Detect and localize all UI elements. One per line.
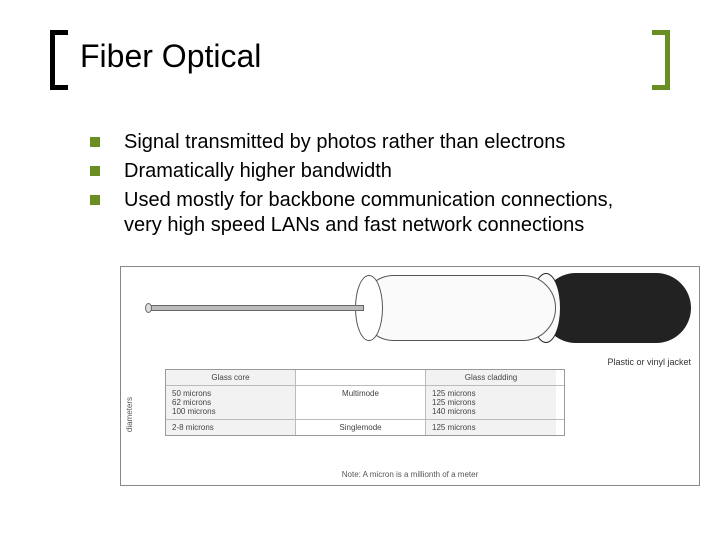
list-item: Dramatically higher bandwidth: [90, 159, 650, 184]
title-bracket-left: [50, 30, 68, 90]
table-cell: 50 microns 62 microns 100 microns: [166, 386, 296, 419]
list-item: Signal transmitted by photos rather than…: [90, 130, 650, 155]
table-cell: Multimode: [296, 386, 426, 419]
square-bullet-icon: [90, 166, 100, 176]
bullet-text: Dramatically higher bandwidth: [124, 159, 392, 184]
bullet-text: Signal transmitted by photos rather than…: [124, 130, 565, 155]
table-cell: Singlemode: [296, 420, 426, 435]
table-header-left: Glass core: [166, 370, 296, 385]
diagram-note: Note: A micron is a millionth of a meter: [121, 470, 699, 479]
table-row: 2-8 microns Singlemode 125 microns: [166, 419, 564, 435]
table-row: 50 microns 62 microns 100 microns Multim…: [166, 385, 564, 419]
slide: Fiber Optical Signal transmitted by phot…: [0, 0, 720, 540]
title-bracket-right: [652, 30, 670, 90]
table-cell: 125 microns 125 microns 140 microns: [426, 386, 556, 419]
jacket-label: Plastic or vinyl jacket: [607, 357, 691, 367]
bullet-text: Used mostly for backbone communication c…: [124, 188, 650, 238]
table-row: Glass core Glass cladding: [166, 370, 564, 385]
fiber-core: [149, 305, 364, 311]
title-area: Fiber Optical: [50, 30, 670, 100]
fiber-cladding: [361, 275, 556, 341]
fiber-jacket: [541, 273, 691, 343]
fiber-core-face: [145, 303, 152, 313]
fiber-diagram: Plastic or vinyl jacket diameters Glass …: [120, 266, 700, 486]
table-header-right: Glass cladding: [426, 370, 556, 385]
list-item: Used mostly for backbone communication c…: [90, 188, 650, 238]
table-header-mid: [296, 370, 426, 385]
square-bullet-icon: [90, 137, 100, 147]
diameters-label: diameters: [125, 397, 134, 432]
table-cell: 2-8 microns: [166, 420, 296, 435]
table-cell: 125 microns: [426, 420, 556, 435]
bullet-list: Signal transmitted by photos rather than…: [50, 130, 670, 238]
page-title: Fiber Optical: [50, 30, 670, 75]
spec-table: Glass core Glass cladding 50 microns 62 …: [165, 369, 565, 436]
square-bullet-icon: [90, 195, 100, 205]
